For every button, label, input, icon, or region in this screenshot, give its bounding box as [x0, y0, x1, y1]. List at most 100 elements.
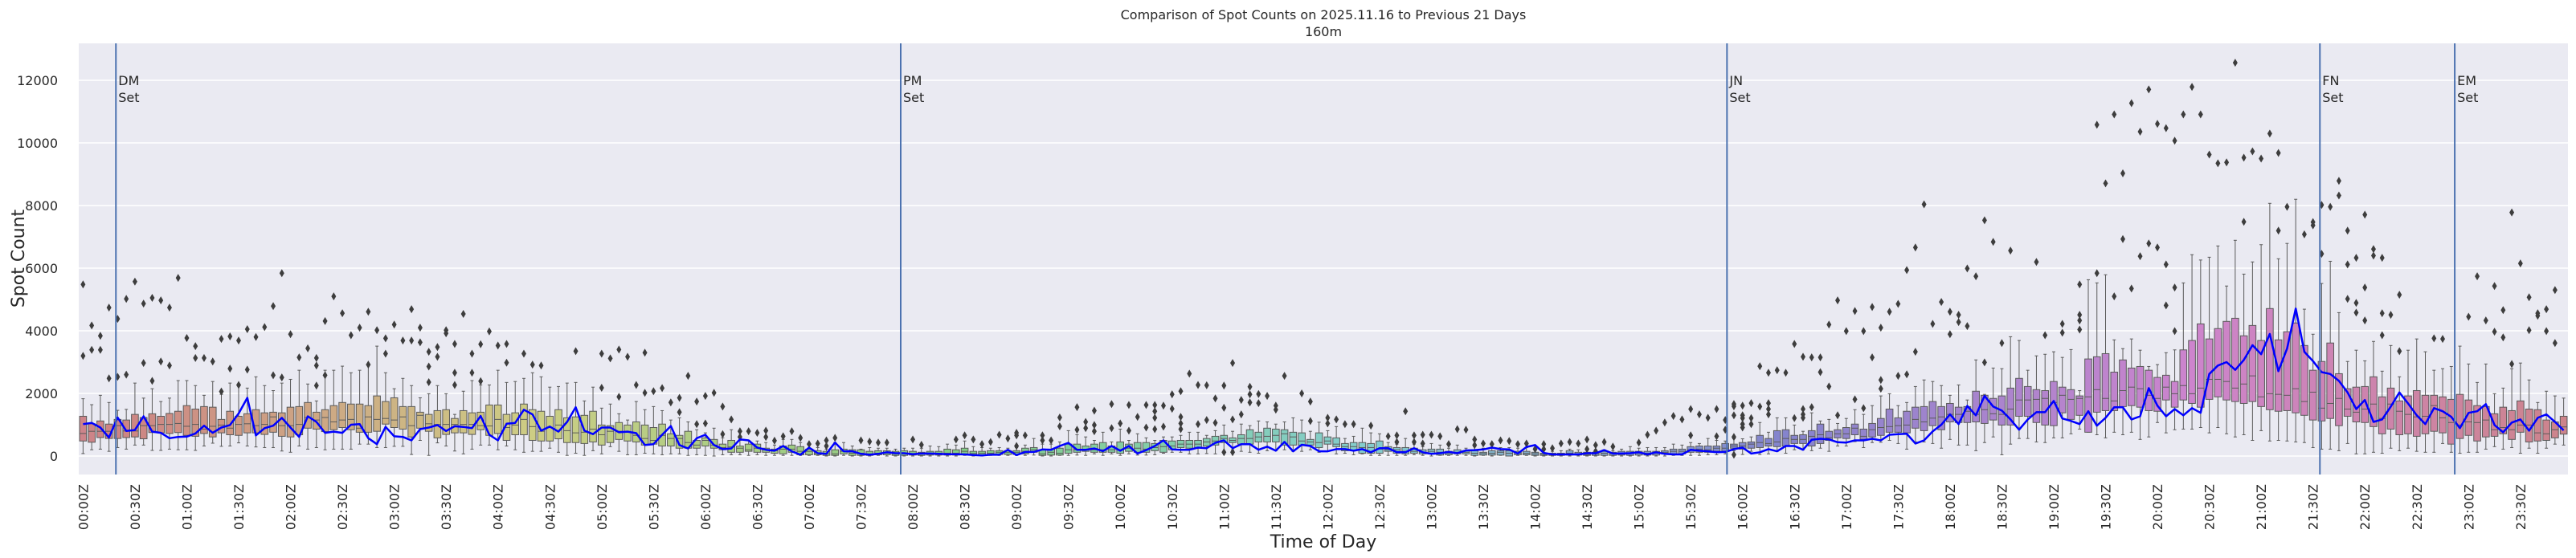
outlier-point — [538, 361, 544, 370]
x-tick-label: 06:30Z — [750, 484, 765, 530]
x-tick-label: 07:30Z — [854, 484, 869, 530]
outlier-point — [2094, 269, 2100, 278]
outlier-point — [1230, 415, 1236, 424]
outlier-point — [1169, 405, 1175, 413]
box-15:45Z — [1712, 405, 1721, 455]
iqr-box — [2533, 409, 2542, 442]
iqr-box — [459, 409, 468, 434]
outlier-point — [2275, 149, 2281, 157]
outlier-point — [1688, 431, 1694, 440]
outlier-point — [1731, 401, 1736, 410]
sunset-marker-label: Set — [1729, 90, 1750, 105]
y-axis: 0 2000 4000 6000 8000 10000 12000 — [17, 73, 58, 464]
outlier-point — [1990, 238, 1996, 246]
outlier-point — [1515, 440, 1521, 449]
box-15:35Z — [1695, 410, 1703, 456]
iqr-box — [191, 408, 200, 437]
box-00:40Z — [148, 294, 157, 451]
outlier-point — [694, 397, 700, 406]
box-22:45Z — [2439, 335, 2447, 444]
box-20:45Z — [2231, 59, 2239, 438]
outlier-point — [1178, 419, 1184, 428]
outlier-point — [1801, 413, 1806, 422]
box-03:30Z — [442, 326, 450, 447]
outlier-point — [599, 383, 604, 392]
box-09:20Z — [1047, 436, 1055, 457]
box-22:25Z — [2404, 349, 2412, 449]
outlier-point — [1109, 424, 1114, 433]
iqr-box — [2274, 339, 2283, 412]
sunset-marker: JN Set — [1726, 43, 1751, 475]
outlier-point — [1445, 440, 1451, 449]
outlier-point — [1765, 405, 1771, 413]
iqr-box — [1773, 430, 1781, 447]
outlier-point — [2362, 283, 2368, 292]
outlier-point — [2008, 246, 2014, 255]
box-20:40Z — [2222, 158, 2230, 434]
sunset-marker-label: Set — [903, 90, 924, 105]
outlier-point — [244, 365, 250, 374]
outlier-point — [625, 352, 631, 361]
box-10:20Z — [1151, 401, 1159, 455]
box-00:10Z — [96, 332, 104, 450]
outlier-point — [2120, 234, 2126, 243]
outlier-point — [530, 360, 535, 369]
box-21:00Z — [2257, 154, 2265, 431]
outlier-point — [1636, 438, 1642, 447]
outlier-point — [720, 430, 726, 438]
outlier-point — [1939, 298, 1944, 307]
box-21:25Z — [2300, 230, 2308, 443]
box-07:15Z — [831, 434, 840, 457]
x-tick-label: 21:00Z — [2254, 484, 2269, 530]
outlier-point — [1196, 420, 1201, 429]
box-10:35Z — [1176, 387, 1185, 453]
x-tick-label: 20:00Z — [2150, 484, 2165, 530]
iqr-box — [1756, 434, 1764, 448]
outlier-point — [1498, 436, 1503, 445]
box-18:15Z — [1972, 272, 1980, 451]
iqr-box — [1928, 401, 1937, 426]
plot-area: DM Set PM Set JN Set FN Set EM Set — [79, 43, 2568, 475]
outlier-point — [2077, 316, 2083, 325]
iqr-box — [1712, 446, 1721, 452]
box-11:35Z — [1280, 372, 1289, 450]
outlier-point — [1454, 425, 1460, 434]
outlier-point — [1826, 382, 1832, 391]
box-04:00Z — [493, 341, 502, 450]
x-tick-label: 12:00Z — [1320, 484, 1335, 530]
outlier-point — [1576, 439, 1581, 448]
box-21:05Z — [2266, 129, 2274, 442]
iqr-box — [831, 449, 840, 456]
box-16:10Z — [1756, 362, 1764, 455]
iqr-box — [1877, 417, 1885, 436]
outlier-point — [971, 435, 976, 444]
box-15:55Z — [1730, 400, 1738, 459]
outlier-point — [1014, 442, 1020, 450]
box-00:00Z — [79, 280, 88, 454]
outlier-point — [832, 434, 838, 442]
outlier-point — [1870, 303, 1875, 312]
box-20:00Z — [2153, 120, 2161, 423]
iqr-box — [2161, 374, 2170, 401]
iqr-box — [277, 412, 286, 437]
outlier-point — [2517, 259, 2523, 268]
outlier-point — [452, 340, 457, 348]
box-10:55Z — [1211, 394, 1220, 454]
outlier-point — [97, 332, 103, 340]
outlier-point — [1212, 394, 1218, 403]
x-tick-label: 10:00Z — [1113, 484, 1128, 530]
box-19:25Z — [2092, 120, 2101, 435]
outlier-point — [1325, 419, 1331, 428]
iqr-box — [382, 401, 390, 425]
outlier-point — [2492, 282, 2497, 291]
box-20:20Z — [2188, 83, 2196, 430]
iqr-box — [2300, 344, 2308, 416]
outlier-point — [2094, 120, 2100, 129]
outlier-point — [1912, 348, 1918, 356]
outlier-point — [1705, 413, 1711, 422]
outlier-point — [409, 305, 415, 314]
outlier-point — [1662, 418, 1667, 427]
outlier-point — [2500, 306, 2506, 315]
box-08:40Z — [978, 440, 986, 457]
box-10:40Z — [1185, 369, 1194, 454]
